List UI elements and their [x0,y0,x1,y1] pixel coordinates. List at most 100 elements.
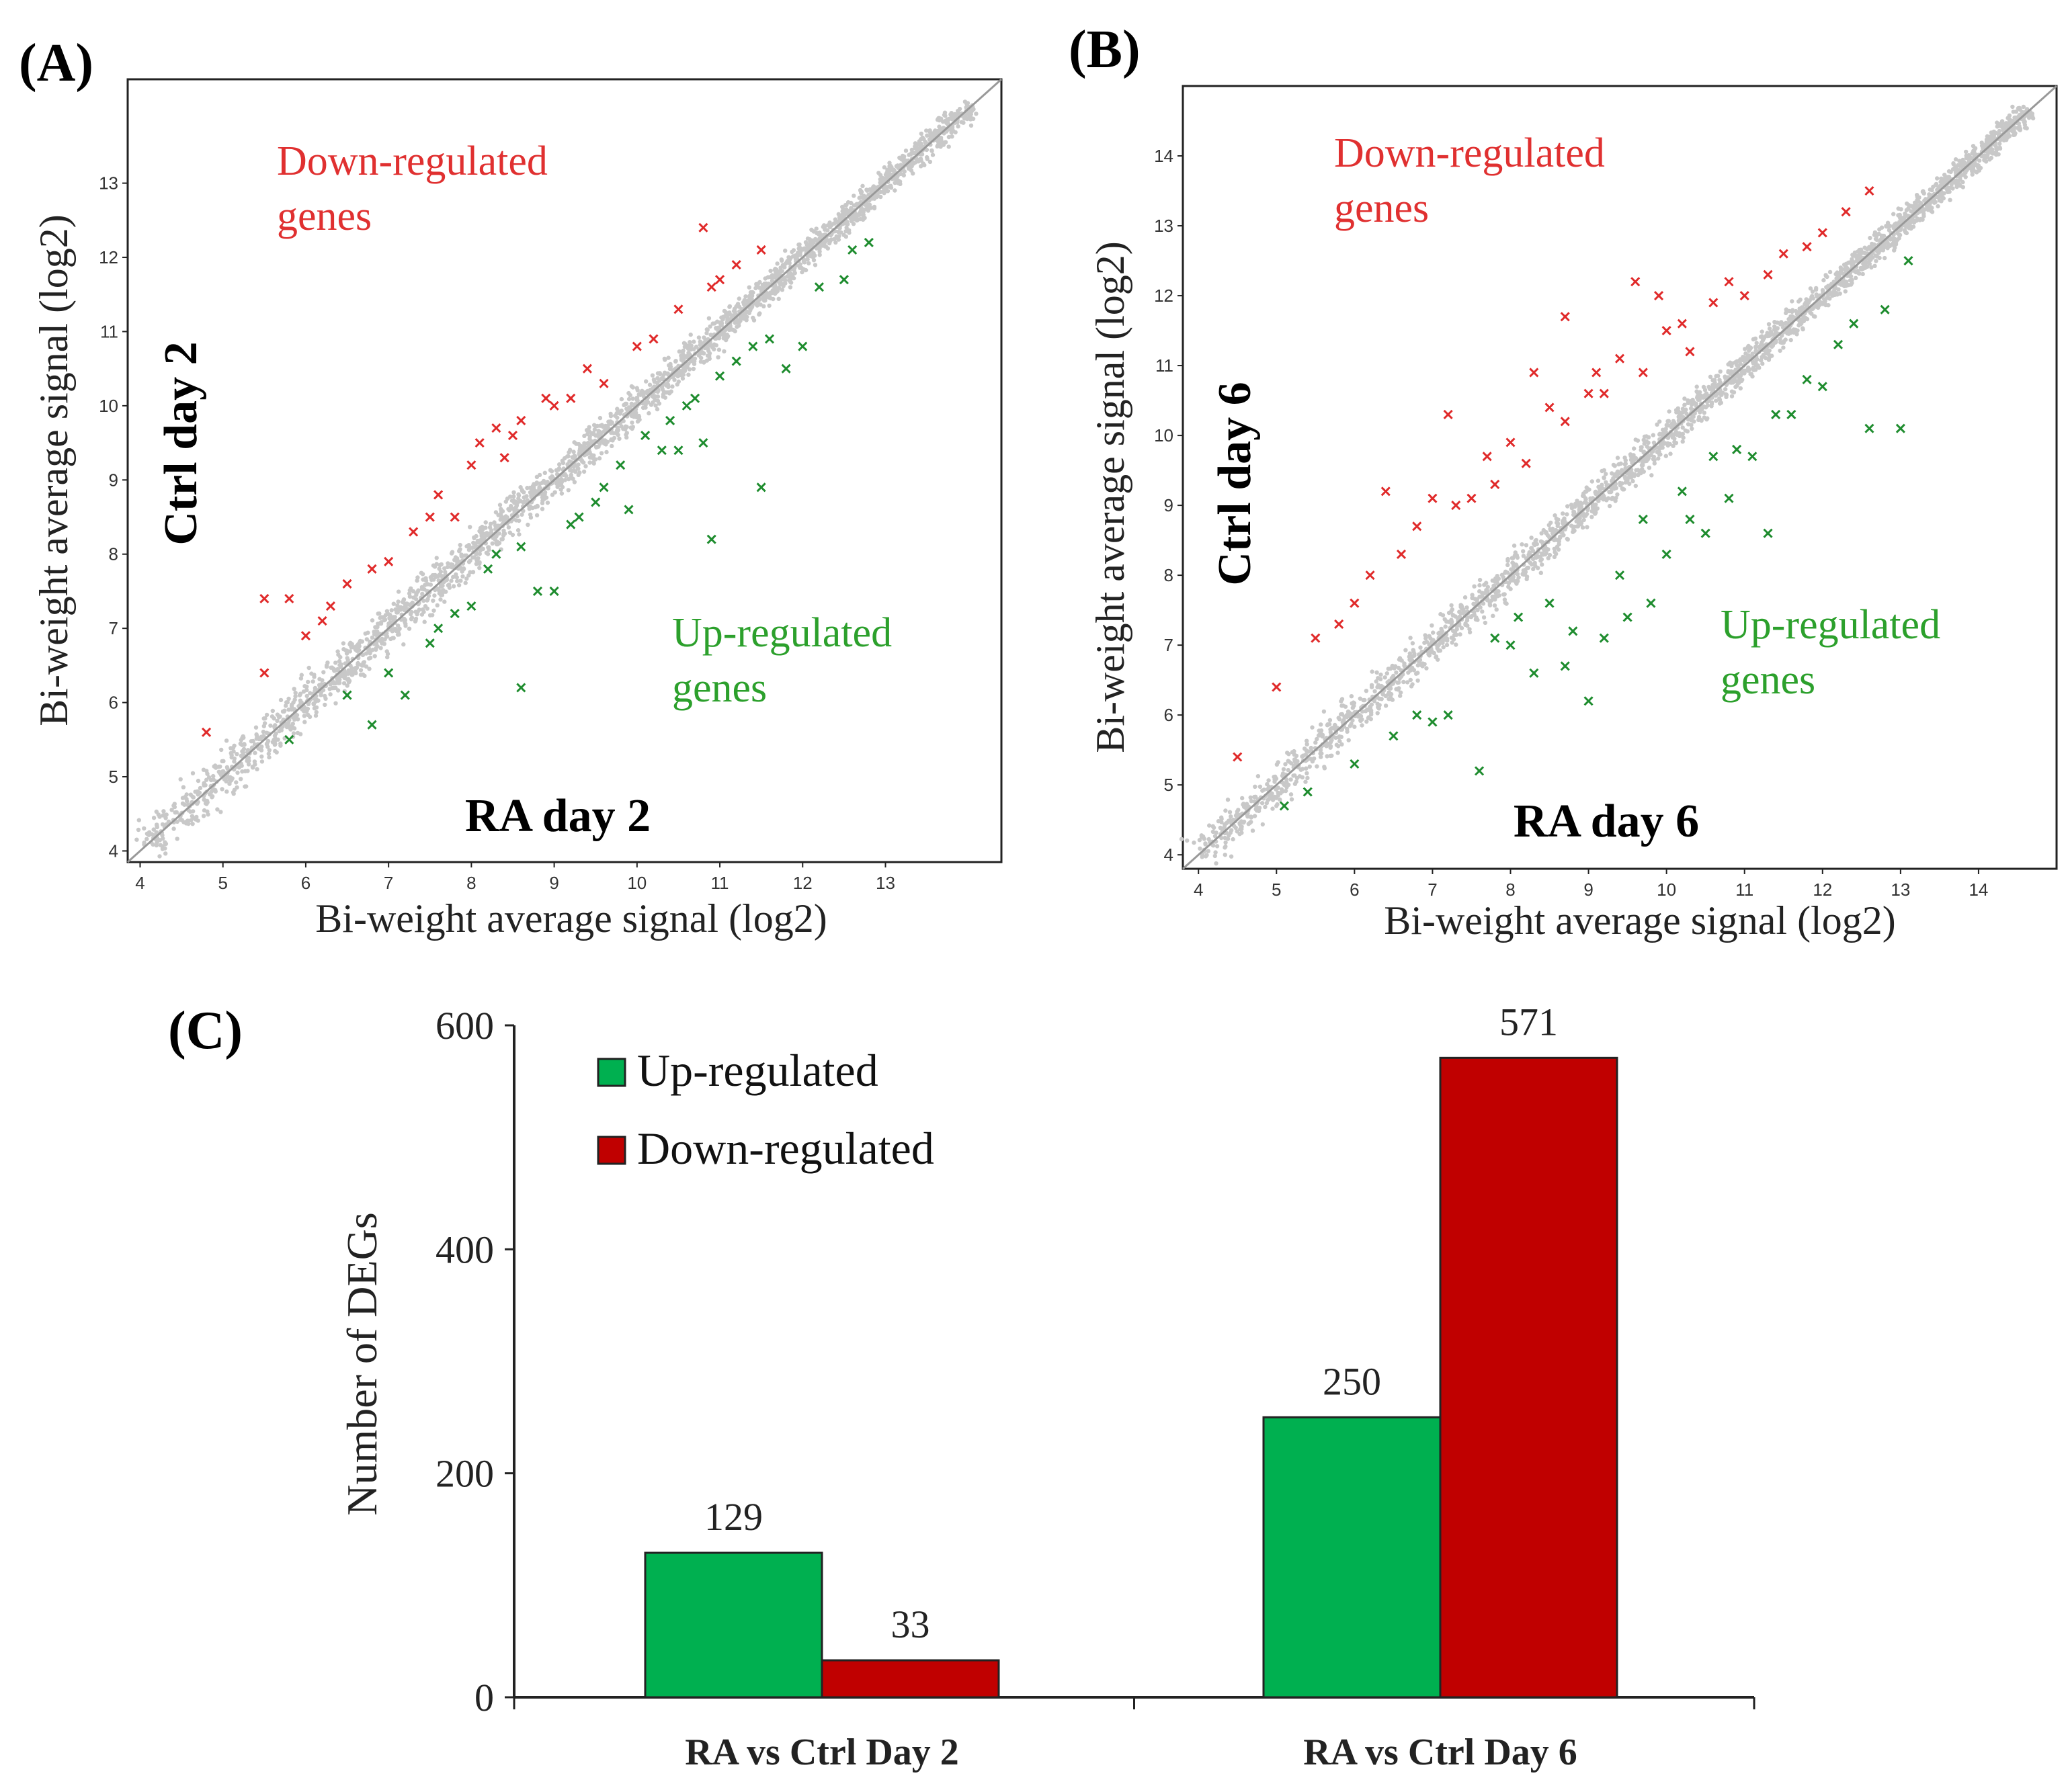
cloud-gene-point [540,495,545,500]
cloud-gene-point [1430,623,1434,628]
cloud-gene-point [1485,585,1490,589]
y-tick-label: 6 [109,693,118,713]
cloud-gene-point [485,552,491,556]
cloud-gene-point [278,743,283,748]
cloud-gene-point [1457,609,1462,614]
cloud-gene-point [961,120,966,125]
cloud-gene-point [339,662,343,667]
cloud-gene-point [1857,247,1862,253]
cloud-gene-point [439,562,444,567]
cloud-gene-point [232,759,237,764]
cloud-gene-point [637,417,642,422]
cloud-gene-point [1611,462,1616,468]
cloud-gene-point [528,512,533,517]
cloud-gene-point [1860,271,1865,277]
cloud-gene-point [949,130,954,135]
cloud-gene-point [1740,378,1745,382]
cloud-gene-point [374,640,379,646]
cloud-gene-point [1260,788,1265,793]
cloud-gene-point [144,837,149,842]
cloud-gene-point [270,714,275,719]
cloud-gene-point [198,785,203,791]
cloud-gene-point [160,833,165,838]
cloud-gene-point [1336,716,1341,720]
cloud-gene-point [1872,242,1876,247]
cloud-gene-point [852,194,856,198]
cloud-gene-point [1250,828,1255,833]
cloud-gene-point [589,440,594,445]
cloud-gene-point [1318,751,1323,756]
cloud-gene-point [1665,423,1671,428]
cloud-gene-point [597,441,602,446]
cloud-gene-point [161,813,165,818]
cloud-gene-point [1822,297,1827,302]
cloud-gene-point [706,349,711,353]
cloud-gene-point [733,329,737,334]
cloud-gene-point [901,173,907,178]
down-regulated-point [317,616,327,626]
cloud-gene-point [1951,162,1956,167]
cloud-gene-point [493,526,498,531]
cloud-gene-point [163,841,169,847]
cloud-gene-point [1325,723,1330,728]
cloud-gene-point [342,669,347,675]
cloud-gene-point [265,741,270,746]
cloud-gene-point [264,712,270,718]
cloud-gene-point [455,579,460,583]
cloud-gene-point [291,731,296,736]
cloud-gene-point [1542,552,1548,557]
cloud-gene-point [1305,771,1309,776]
cloud-gene-point [1868,235,1872,241]
cloud-gene-point [603,427,608,432]
cloud-gene-point [1788,337,1793,343]
cloud-gene-point [743,294,748,299]
cloud-gene-point [1509,556,1514,560]
cloud-gene-point [1253,784,1257,790]
cloud-gene-point [213,787,218,793]
cloud-gene-point [748,306,753,310]
cloud-gene-point [573,469,578,474]
cloud-gene-point [712,347,716,351]
cloud-gene-point [1252,814,1257,818]
panel-a-x-ticks: 4 5 6 7 8 9 10 11 12 13 [135,862,895,893]
cloud-gene-point [1715,391,1720,396]
cloud-gene-point [325,663,329,668]
cloud-gene-point [655,407,660,412]
cloud-gene-point [1821,278,1826,283]
cloud-gene-point [1766,322,1772,327]
cloud-gene-point [354,665,360,671]
cloud-gene-point [1604,480,1608,484]
cloud-gene-point [524,494,529,499]
cloud-gene-point [370,618,375,623]
cloud-gene-point [390,636,395,640]
cloud-gene-point [1487,602,1492,607]
cloud-gene-point [1185,838,1190,843]
cloud-gene-point [1449,603,1454,608]
cloud-gene-point [234,780,239,785]
cloud-gene-point [1514,580,1519,585]
cloud-gene-point [472,555,477,560]
cloud-gene-point [1624,476,1629,482]
cloud-gene-point [1701,384,1706,390]
cloud-gene-point [1458,632,1462,637]
cloud-gene-point [1604,483,1609,488]
cloud-gene-point [1313,740,1318,745]
cloud-gene-point [571,464,576,469]
cloud-gene-point [829,223,834,228]
cloud-gene-point [268,723,273,728]
cloud-gene-point [679,369,684,374]
cloud-gene-point [204,769,209,773]
cloud-gene-point [1698,410,1702,415]
cloud-gene-point [196,792,200,797]
cloud-gene-point [1945,175,1950,179]
cloud-gene-point [446,561,450,566]
cloud-gene-point [770,288,776,293]
cloud-gene-point [261,729,266,734]
cloud-gene-point [506,525,511,530]
cloud-gene-point [1501,592,1506,597]
cloud-gene-point [396,599,401,604]
cloud-gene-point [744,309,749,314]
cloud-gene-point [474,534,479,539]
cloud-gene-point [1283,762,1288,767]
cloud-gene-point [1581,493,1586,498]
